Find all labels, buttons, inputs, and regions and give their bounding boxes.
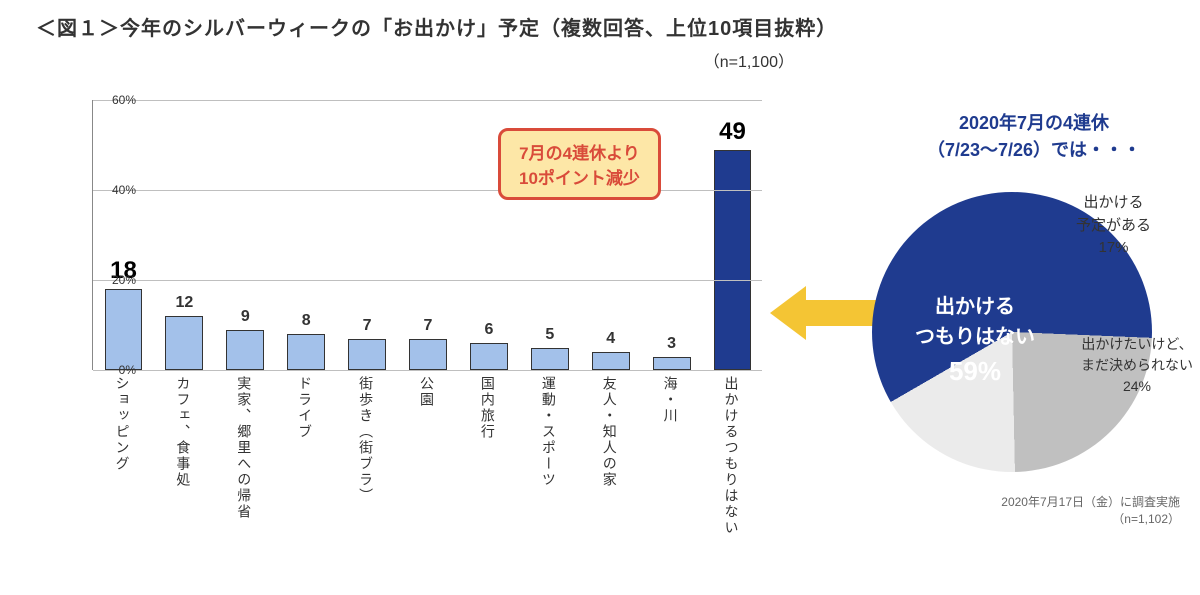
bar-category-label: 街歩き（街ブラ） xyxy=(356,376,376,504)
bar xyxy=(531,348,569,371)
pie-seg2-l2: 予定がある xyxy=(1076,215,1151,238)
bar-value-label: 12 xyxy=(175,294,193,312)
bar-category-label: カフェ、食事処 xyxy=(173,376,193,488)
bar-category-label: 運動・スポーツ xyxy=(539,376,559,488)
pie-seg1-pct: 24% xyxy=(1072,376,1200,397)
bar-category-label: 国内旅行 xyxy=(478,376,498,440)
bar-value-label: 7 xyxy=(363,317,372,335)
bar-x-labels: ショッピング カフェ、食事処 実家、郷里への帰省 ドライブ 街歩き（街ブラ） 公園 国内旅行… xyxy=(92,376,762,556)
sample-size: （n=1,100） xyxy=(704,48,794,72)
gridline xyxy=(93,190,762,191)
bar-category-label: 実家、郷里への帰省 xyxy=(234,376,254,520)
bar xyxy=(653,357,691,371)
bar-category-label: 海・川 xyxy=(661,376,681,424)
callout-annotation: 7月の4連休より 10ポイント減少 xyxy=(498,128,661,200)
pie-seg1-l2: まだ決められない xyxy=(1072,355,1200,376)
bar-chart: 18129877654349 ショッピングカフェ、食事処実家、郷里への帰省ドライ… xyxy=(56,100,776,560)
pie-source-l1: 2020年7月17日（金）に調査実施 xyxy=(950,494,1180,511)
bar-category-label: ショッピング xyxy=(112,376,132,472)
bar xyxy=(165,316,203,370)
bar-value-label: 49 xyxy=(719,118,746,146)
pie-seg2-l1: 出かける xyxy=(1076,192,1151,215)
pie-source-note: 2020年7月17日（金）に調査実施 （n=1,102） xyxy=(950,494,1180,528)
bar-category-label: 公園 xyxy=(417,376,437,408)
pie-title-line1: 2020年7月の4連休 xyxy=(884,110,1184,137)
pie-seg0-pct: 59% xyxy=(900,352,1050,391)
bar xyxy=(287,334,325,370)
bar-value-label: 8 xyxy=(302,312,311,330)
bar-value-label: 6 xyxy=(484,321,493,339)
bar xyxy=(592,352,630,370)
pie-title-line2: （7/23～7/26）では・・・ xyxy=(884,137,1184,164)
pie-label-has-plans: 出かける 予定がある 17% xyxy=(1076,192,1151,260)
bar-value-label: 3 xyxy=(667,335,676,353)
y-axis-label: 60% xyxy=(112,93,136,107)
figure-title: ＜図１＞今年のシルバーウィークの「お出かけ」予定（複数回答、上位10項目抜粋） xyxy=(36,12,837,41)
gridline xyxy=(93,370,762,371)
y-axis-label: 0% xyxy=(119,363,136,377)
pie-seg0-l2: つもりはない xyxy=(900,322,1050,352)
y-axis-label: 20% xyxy=(112,273,136,287)
bar-chart-plot: 18129877654349 xyxy=(92,100,762,370)
bar-value-label: 4 xyxy=(606,330,615,348)
bar-series: 18129877654349 xyxy=(93,100,762,370)
pie-title: 2020年7月の4連休 （7/23～7/26）では・・・ xyxy=(884,110,1184,164)
callout-line1: 7月の4連休より xyxy=(519,139,640,164)
pie-seg1-l1: 出かけたいけど、 xyxy=(1072,334,1200,355)
bar-category-label: ドライブ xyxy=(295,376,315,440)
bar-value-label: 7 xyxy=(424,317,433,335)
pie-seg2-pct: 17% xyxy=(1076,237,1151,260)
gridline xyxy=(93,280,762,281)
bar-category-label: 出かけるつもりはない xyxy=(722,376,742,536)
bar xyxy=(409,339,447,371)
y-axis-label: 40% xyxy=(112,183,136,197)
bar xyxy=(105,289,143,370)
bar-value-label: 9 xyxy=(241,308,250,326)
bar xyxy=(714,150,752,371)
gridline xyxy=(93,100,762,101)
bar xyxy=(348,339,386,371)
pie-label-no-plans: 出かける つもりはない 59% xyxy=(900,292,1050,391)
pie-label-undecided: 出かけたいけど、 まだ決められない 24% xyxy=(1072,334,1200,397)
bar xyxy=(470,343,508,370)
callout-line2: 10ポイント減少 xyxy=(519,164,640,189)
pie-seg0-l1: 出かける xyxy=(900,292,1050,322)
bar-value-label: 5 xyxy=(545,326,554,344)
bar xyxy=(226,330,264,371)
pie-source-l2: （n=1,102） xyxy=(950,511,1180,528)
bar-category-label: 友人・知人の家 xyxy=(600,376,620,488)
